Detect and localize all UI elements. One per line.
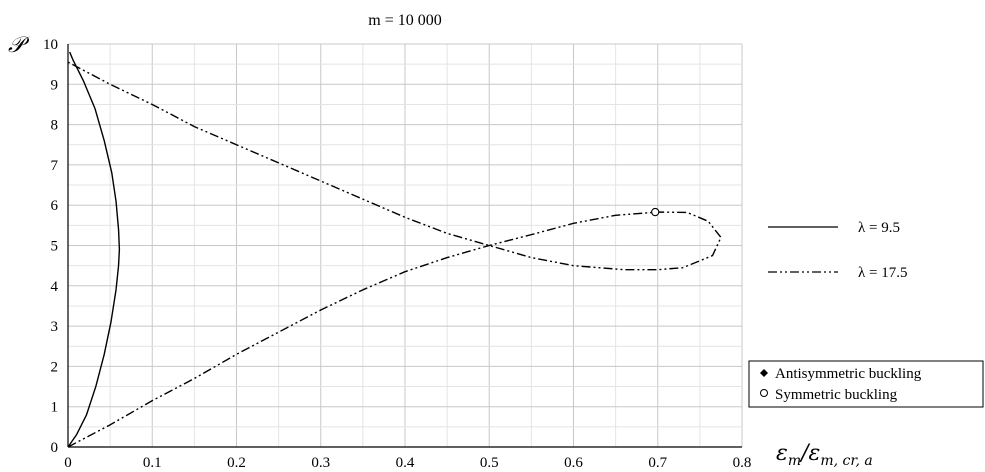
series-line-1 — [67, 51, 121, 448]
symmetric-buckling-marker — [651, 207, 660, 217]
y-tick-label: 8 — [51, 118, 59, 134]
axes — [67, 44, 742, 448]
x-tick-label: 0.7 — [648, 455, 667, 471]
marker-legend-box — [748, 360, 984, 408]
x-label-sub1: m — [788, 453, 801, 469]
y-tick-label: 3 — [51, 319, 59, 335]
x-tick-label: 0.4 — [396, 455, 415, 471]
y-tick-label: 10 — [43, 37, 58, 53]
series-group — [67, 51, 722, 448]
diamond-icon — [760, 369, 768, 377]
y-tick-label: 9 — [51, 77, 59, 93]
grid — [67, 43, 743, 448]
x-tick-label: 0.3 — [311, 455, 330, 471]
marker-legend: Antisymmetric buckling Symmetric bucklin… — [748, 360, 984, 408]
x-tick-label: 0.6 — [564, 455, 583, 471]
x-axis-label: εm/εm, cr, a — [776, 441, 873, 469]
y-tick-label: 4 — [51, 279, 59, 295]
x-tick-labels: 0 0.1 0.2 0.3 0.4 0.5 0.6 0.7 0.8 — [64, 455, 751, 471]
x-label-slash: /ε — [799, 441, 820, 466]
legend-label-series-1: λ = 9.5 — [858, 220, 900, 236]
y-tick-labels: 0 1 2 3 4 5 6 7 8 9 10 — [43, 37, 59, 456]
marker-legend-label-symmetric: Symmetric buckling — [775, 387, 898, 403]
series-line-2 — [67, 61, 722, 448]
circle-icon — [760, 389, 768, 397]
y-tick-label: 7 — [51, 158, 59, 174]
y-tick-label: 1 — [51, 400, 59, 416]
x-tick-label: 0 — [64, 455, 72, 471]
y-tick-label: 0 — [51, 440, 59, 456]
legend-label-series-2: λ = 17.5 — [858, 265, 907, 281]
x-tick-label: 0.5 — [480, 455, 499, 471]
x-tick-label: 0.8 — [733, 455, 752, 471]
marker-group — [651, 207, 660, 217]
x-tick-label: 0.1 — [143, 455, 162, 471]
x-label-sub2: m, cr, a — [820, 453, 872, 469]
line-legend: λ = 9.5 λ = 17.5 — [768, 220, 907, 281]
x-label-main: ε — [776, 441, 788, 466]
y-tick-label: 6 — [51, 198, 59, 214]
marker-legend-label-antisymmetric: Antisymmetric buckling — [775, 366, 922, 382]
y-tick-label: 2 — [51, 359, 59, 375]
y-axis-label: 𝒫 — [8, 33, 30, 58]
chart-title: m = 10 000 — [368, 12, 441, 29]
x-tick-label: 0.2 — [227, 455, 246, 471]
y-tick-label: 5 — [51, 239, 59, 255]
